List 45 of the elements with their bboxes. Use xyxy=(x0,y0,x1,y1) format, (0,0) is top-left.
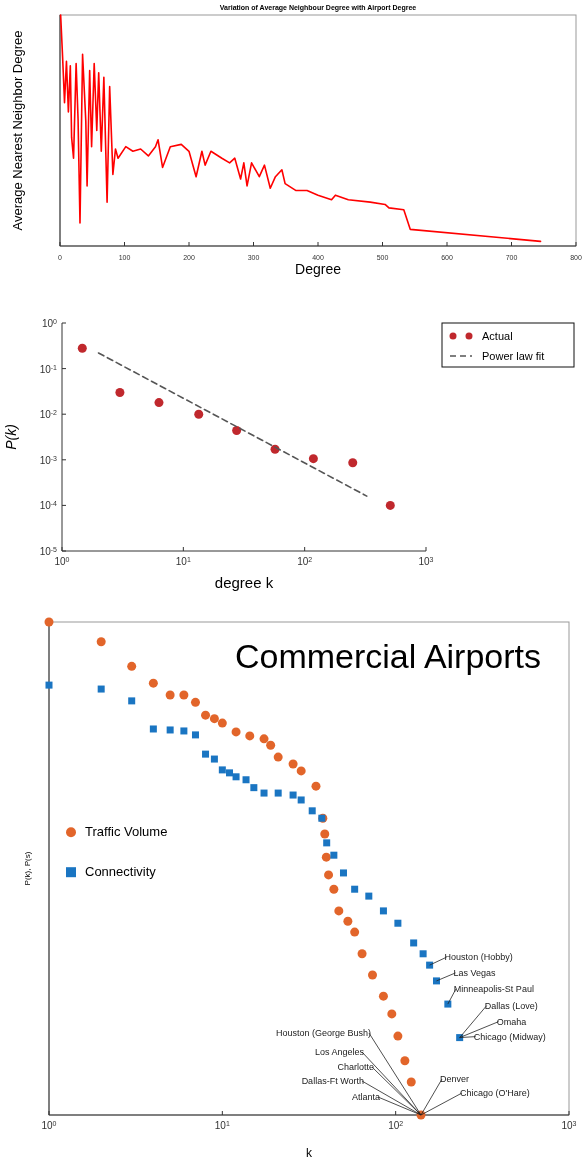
x-axis-title: degree k xyxy=(214,574,274,591)
point xyxy=(115,387,125,397)
annotation: Chicago (Midway) xyxy=(473,1031,546,1042)
y-tick-label: 10$^{-3}$ xyxy=(39,454,58,466)
point xyxy=(154,398,164,408)
annotation: Charlotte xyxy=(337,1062,374,1072)
legend-label: Traffic Volume xyxy=(85,824,168,840)
annotation: Houston (Hobby) xyxy=(444,952,513,963)
point xyxy=(194,409,204,419)
point xyxy=(77,343,87,353)
y-tick-label: 10$^{-5}$ xyxy=(39,545,58,557)
y-tick-label: 10$^{0}$ xyxy=(41,317,58,329)
annotation: Minneapolis-St Paul xyxy=(453,984,534,995)
x-tick-label: 10$^{2}$ xyxy=(297,555,313,567)
legend-label: Power law fit xyxy=(482,350,545,362)
point xyxy=(308,454,318,464)
annotation: Omaha xyxy=(496,1016,527,1027)
x-axis-title: Degree xyxy=(295,261,342,277)
legend-label: Actual xyxy=(482,330,513,342)
x-tick-label: 10$^{0}$ xyxy=(54,555,70,567)
y-tick-label: 10$^{-2}$ xyxy=(39,408,58,421)
chart-title: Commercial Airports xyxy=(234,637,542,675)
annotation: Atlanta xyxy=(351,1092,380,1102)
x-tick-label: 10$^{3}$ xyxy=(561,1119,577,1131)
point xyxy=(232,425,242,435)
annotation: Las Vegas xyxy=(453,967,497,978)
annotation: Dallas-Ft Worth xyxy=(301,1076,364,1086)
point xyxy=(348,458,358,468)
y-tick-label: 10$^{-1}$ xyxy=(39,363,58,375)
y-axis-title: P(k), P(s) xyxy=(23,851,32,886)
annotation: Los Angeles xyxy=(314,1047,365,1057)
y-tick-label: 10$^{-4}$ xyxy=(39,499,58,512)
x-tick-label: 10$^{2}$ xyxy=(388,1119,404,1131)
point xyxy=(385,500,395,510)
y-axis-title: P(k) xyxy=(3,424,19,450)
x-tick-label: 10$^{3}$ xyxy=(418,555,434,567)
x-axis-title: k xyxy=(306,1146,313,1160)
annotation: Denver xyxy=(440,1074,470,1084)
x-tick-label: 10$^{1}$ xyxy=(214,1119,230,1131)
annotation: Chicago (O'Hare) xyxy=(460,1088,530,1098)
legend-label: Connectivity xyxy=(85,864,157,880)
y-axis-title: Average Nearest Neighbor Degree xyxy=(10,30,25,231)
x-tick-label: 10$^{1}$ xyxy=(175,555,191,567)
annotation: Dallas (Love) xyxy=(484,1000,538,1011)
annotation: Houston (George Bush) xyxy=(275,1028,371,1038)
